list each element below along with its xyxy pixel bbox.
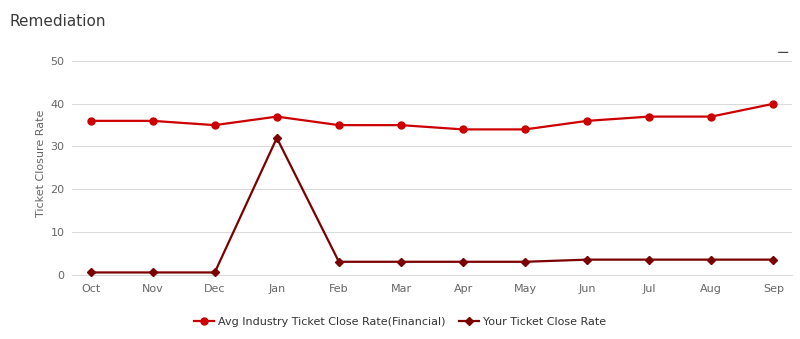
Text: Remediation: Remediation xyxy=(10,14,106,29)
Y-axis label: Ticket Closure Rate: Ticket Closure Rate xyxy=(36,110,46,217)
Legend: Avg Industry Ticket Close Rate(Financial), Your Ticket Close Rate: Avg Industry Ticket Close Rate(Financial… xyxy=(189,313,611,332)
Text: ☰: ☰ xyxy=(777,51,790,65)
